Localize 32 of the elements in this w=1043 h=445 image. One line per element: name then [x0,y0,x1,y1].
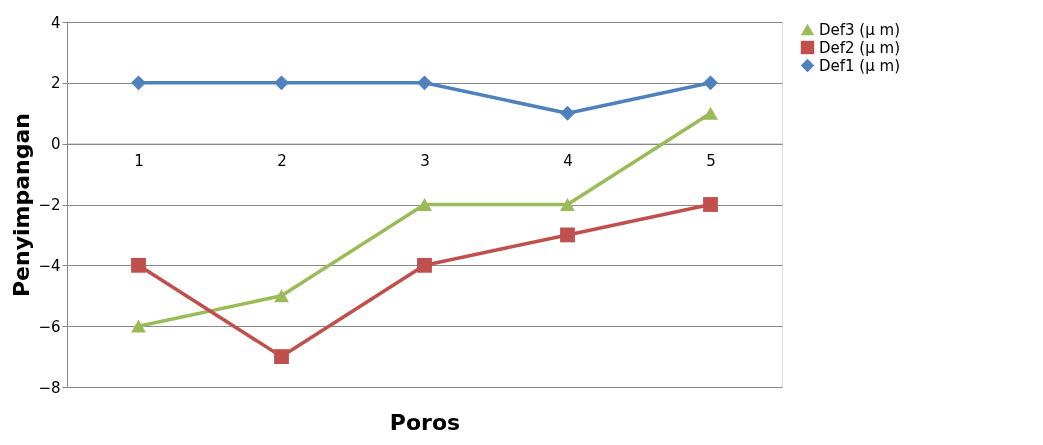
y-tick-label: −2 [38,196,61,214]
point [274,349,289,364]
point [703,197,718,212]
y-tick-label: −6 [38,317,61,336]
point [417,75,432,91]
x-tick-label: 4 [563,152,573,171]
y-tick-label: 2 [50,74,61,93]
point [131,257,146,273]
legend-label: Def3 (µ m) [819,20,900,39]
legend-label: Def2 (µ m) [819,38,900,57]
point [131,75,146,91]
point [274,75,289,91]
point [560,105,575,121]
y-tick-label: −4 [38,256,61,275]
point [560,227,575,243]
x-tick-label: 2 [277,152,287,171]
y-tick-label: 4 [50,13,61,32]
point [274,289,289,303]
legend-label: Def1 (µ m) [819,56,900,75]
point [703,106,718,120]
y-tick-label: 0 [50,135,61,154]
point [703,75,718,91]
x-tick-label: 5 [706,152,716,171]
y-tick-label: −8 [38,378,61,397]
y-axis-title: Penyimpangan [9,112,35,298]
point [560,198,575,211]
point [131,319,146,333]
x-tick-label: 3 [420,152,430,171]
x-axis-title: Poros [389,409,461,435]
x-tick-label: 1 [134,152,144,171]
point [417,198,432,211]
point [417,257,432,273]
